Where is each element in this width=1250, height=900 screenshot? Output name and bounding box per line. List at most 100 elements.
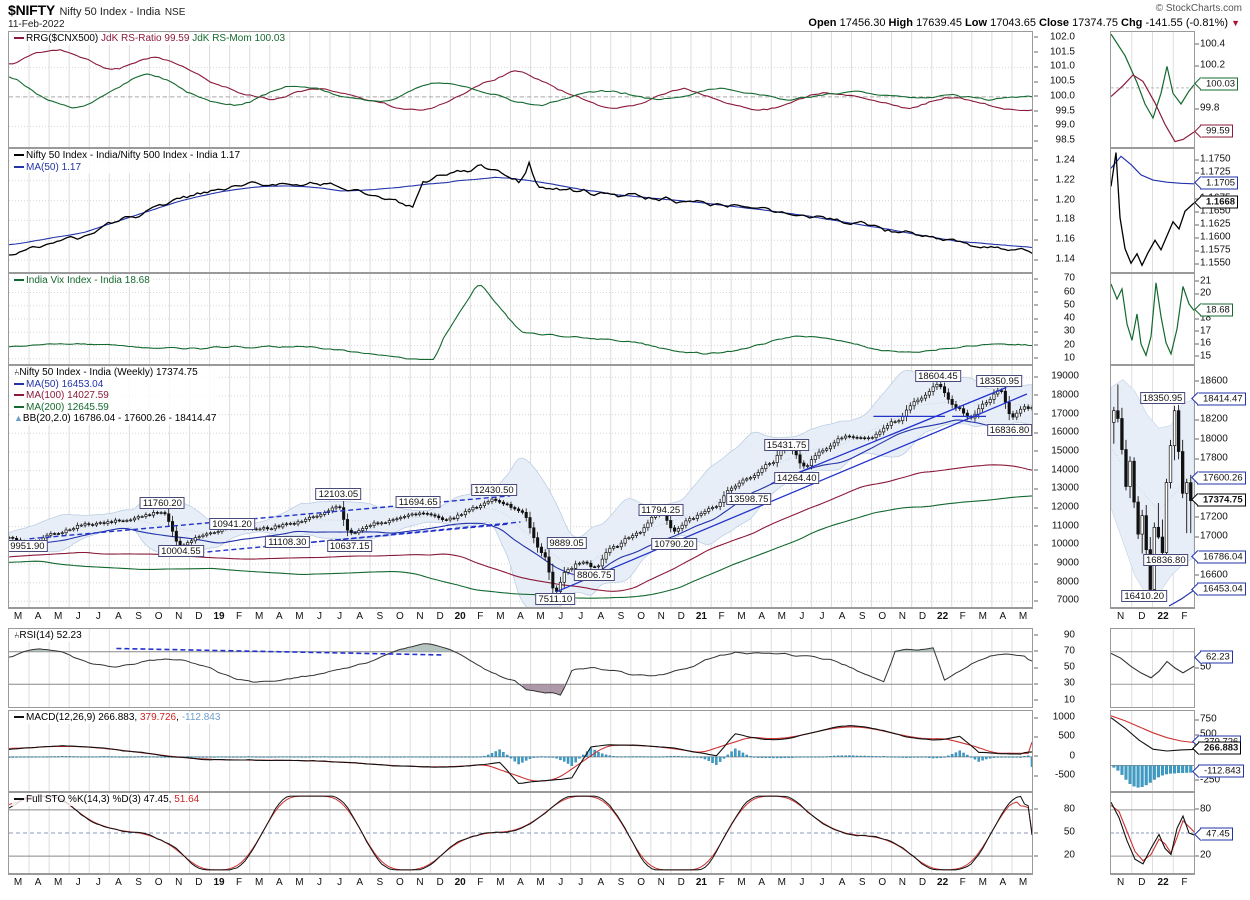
mini-sto-y-axis: 80 20 — [1194, 792, 1248, 874]
x-tick-label: M — [295, 611, 304, 622]
y-tick-label: 1000 — [1034, 712, 1075, 723]
ratio-plot — [9, 149, 1032, 272]
panel-rsi[interactable]: ⑃RSI(14) 52.23 — [8, 628, 1033, 708]
mini-panel-vix[interactable] — [1110, 273, 1195, 365]
mini-price-level-label: 16410.20 — [1121, 590, 1167, 603]
x-tick-label: M — [13, 877, 23, 888]
x-tick-label: 22 — [937, 877, 949, 888]
y-tick-label: 21 — [1194, 275, 1212, 286]
x-tick-label: M — [978, 611, 987, 622]
x-tick-label: A — [838, 877, 846, 888]
y-tick-label: 10000 — [1034, 539, 1079, 550]
y-tick-label: 18000 — [1034, 389, 1079, 400]
panel-price[interactable]: ⑃Nifty 50 Index - India (Weekly) 17374.7… — [8, 365, 1033, 608]
x-tick-label: O — [154, 877, 163, 888]
x-tick-label: N — [416, 877, 424, 888]
x-tick-label: M — [255, 877, 264, 888]
mini-rrg-flags: 100.03 99.59 — [1196, 31, 1250, 148]
x-tick-label: M — [1018, 877, 1028, 888]
y-tick-label: 16600 — [1195, 569, 1228, 581]
macd-plot — [9, 711, 1032, 791]
ratio-y-axis: 1.24 1.22 1.20 1.18 1.16 1.14 — [1034, 148, 1079, 273]
close-label: Close — [1039, 17, 1069, 29]
x-tick-label: M — [496, 611, 505, 622]
y-tick-label: 13000 — [1034, 483, 1079, 494]
price-level-label: 13598.75 — [725, 493, 772, 506]
y-tick-label: 90 — [1034, 629, 1075, 640]
x-tick-label: N — [1116, 877, 1125, 888]
mini-rrg-y-axis: 100.4 100.2 99.8 — [1194, 31, 1248, 148]
x-tick-label: A — [115, 877, 122, 888]
x-tick-label: N — [657, 611, 665, 622]
y-tick-label: -250 — [1194, 774, 1221, 786]
y-tick-label: 99.0 — [1034, 120, 1075, 131]
panel-sto[interactable]: Full STO %K(14,3) %D(3) 47.45, 51.64 — [8, 792, 1033, 874]
x-tick-label: D — [1138, 877, 1146, 888]
y-tick-label: 20 — [1194, 849, 1212, 861]
x-tick-label: M — [777, 877, 786, 888]
mini-price-level-label: 16836.80 — [1142, 554, 1189, 567]
price-level-label: 18350.95 — [976, 375, 1023, 388]
y-tick-label: 30 — [1034, 326, 1075, 337]
price-flag: 17374.75 — [1197, 493, 1246, 507]
mini-panel-sto[interactable] — [1110, 792, 1195, 874]
y-tick-label: 1.1600 — [1195, 231, 1231, 243]
y-tick-label: 100.4 — [1194, 38, 1226, 50]
x-tick-label: D — [195, 877, 203, 888]
y-tick-label: 102.0 — [1034, 31, 1075, 42]
price-flag: 47.45 — [1200, 827, 1233, 841]
panel-ratio[interactable]: Nifty 50 Index - India/Nifty 500 Index -… — [8, 148, 1033, 273]
x-tick-label: N — [416, 611, 424, 622]
mini-price-y-axis: 18600 18200 18000 17800 17200 17000 16600 — [1195, 365, 1248, 608]
ma200-value: 12645.59 — [67, 401, 109, 413]
x-tick-label: J — [95, 877, 101, 888]
sto-legend: Full STO %K(14,3) %D(3) 47.45, 51.64 — [12, 794, 202, 806]
price-flag: 18.68 — [1200, 303, 1233, 316]
price-flag: 16453.04 — [1197, 582, 1246, 596]
symbol-name: Nifty 50 Index - India — [59, 6, 161, 18]
x-tick-label: A — [517, 611, 524, 622]
mini-panel-rrg[interactable] — [1110, 31, 1195, 148]
y-tick-label: 30 — [1034, 678, 1075, 689]
y-tick-label: 100.5 — [1034, 76, 1075, 87]
x-tick-label: N — [1116, 611, 1125, 622]
x-tick-label: J — [799, 877, 805, 888]
x-tick-label: A — [356, 611, 364, 622]
ma50-value: 16453.04 — [61, 378, 104, 390]
x-tick-label: A — [597, 611, 605, 622]
mini-rsi-plot — [1111, 629, 1194, 707]
price-flag: 17600.26 — [1197, 471, 1246, 485]
mini-panel-rsi[interactable] — [1110, 628, 1195, 708]
price-flag: 16786.04 — [1197, 550, 1246, 564]
mini-panel-price[interactable]: 18350.95 16836.80 16410.20 — [1110, 365, 1195, 608]
panel-rrg[interactable]: RRG($CNX500) JdK RS-Ratio 99.59 JdK RS-M… — [8, 31, 1033, 148]
y-tick-label: 70 — [1034, 273, 1075, 284]
ma50-marker-icon — [14, 382, 24, 385]
mini-vix-y-axis: 21 20 18 17 16 15 — [1194, 273, 1248, 365]
ma100-value: 14027.59 — [67, 390, 109, 401]
price-level-label: 18604.45 — [915, 370, 961, 383]
symbol-ticker[interactable]: $NIFTY — [8, 2, 56, 18]
x-tick-label: J — [819, 611, 825, 622]
mini-panel-ratio[interactable] — [1110, 148, 1195, 273]
x-tick-label: A — [115, 611, 122, 622]
y-tick-label: 10 — [1034, 694, 1075, 705]
macd-signal-value: 379.726 — [139, 712, 177, 723]
x-tick-label: J — [578, 611, 584, 622]
rrg-series-marker-icon — [14, 37, 24, 39]
x-tick-label: S — [858, 877, 866, 888]
panel-vix[interactable]: India Vix Index - India 18.68 — [8, 273, 1033, 365]
price-flag: 62.23 — [1200, 650, 1233, 664]
x-tick-label: A — [356, 877, 364, 888]
mini-panel-macd[interactable] — [1110, 710, 1195, 792]
mini-price-level-label: 18350.95 — [1139, 392, 1186, 405]
panel-macd[interactable]: MACD(12,26,9) 266.883, 379.726, -112.843 — [8, 710, 1033, 792]
mini-price-plot — [1111, 366, 1194, 607]
rrg-plot — [9, 32, 1032, 147]
x-tick-label: S — [617, 611, 625, 622]
y-tick-label: 1.1725 — [1195, 166, 1231, 178]
y-tick-label: 15000 — [1034, 445, 1079, 456]
mini-ratio-plot — [1111, 149, 1194, 272]
x-tick-label: M — [13, 611, 23, 622]
price-level-label: 11108.30 — [265, 536, 310, 548]
